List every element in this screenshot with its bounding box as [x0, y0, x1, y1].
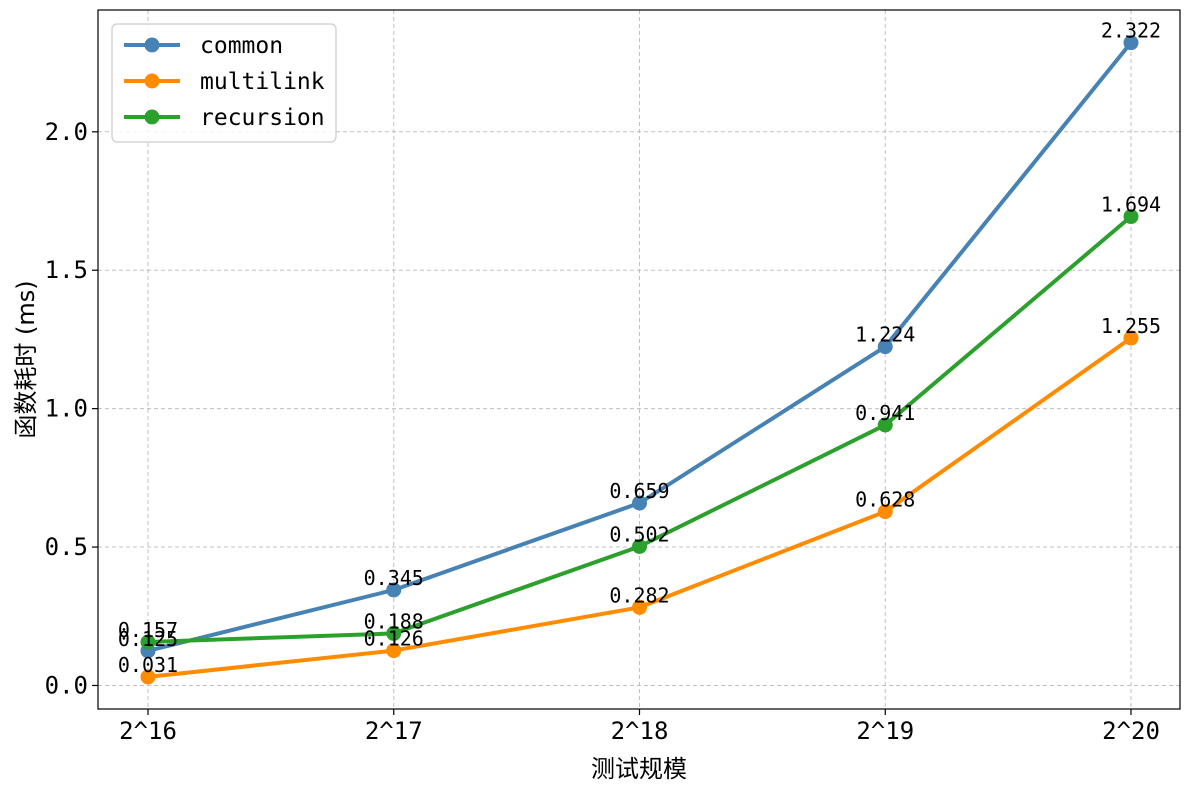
- data-point-multilink: [1123, 330, 1139, 346]
- data-label-recursion: 0.188: [364, 609, 424, 633]
- legend-label-recursion: recursion: [200, 105, 325, 131]
- y-tick-label: 1.5: [45, 256, 88, 284]
- y-tick-label: 0.0: [45, 671, 88, 699]
- data-point-multilink: [632, 599, 647, 615]
- data-label-common: 0.345: [364, 566, 424, 590]
- legend-marker-multilink: [144, 73, 160, 89]
- data-label-common: 1.224: [855, 323, 915, 347]
- data-label-recursion: 1.694: [1101, 193, 1161, 217]
- data-point-multilink: [140, 669, 156, 685]
- data-label-recursion: 0.157: [118, 618, 178, 642]
- data-point-recursion: [1123, 209, 1139, 225]
- data-label-common: 0.125: [118, 627, 178, 651]
- x-tick-label: 2^19: [856, 717, 914, 745]
- data-point-recursion: [386, 625, 402, 641]
- data-labels: 0.125 0.345 0.659 1.224 2.322 0.031 0.126 0.282…: [118, 19, 1161, 677]
- data-point-common: [877, 339, 893, 355]
- data-point-multilink: [386, 643, 402, 659]
- data-point-common: [1123, 35, 1139, 51]
- y-tick-label: 0.5: [45, 533, 88, 561]
- data-label-multilink: 0.031: [118, 653, 178, 677]
- data-point-recursion: [877, 417, 893, 433]
- data-point-common: [386, 582, 402, 598]
- series-layer: [140, 35, 1139, 685]
- x-tick-label: 2^20: [1102, 717, 1160, 745]
- data-label-common: 0.659: [609, 479, 669, 503]
- x-tick-label: 2^18: [611, 717, 669, 745]
- legend-marker-common: [144, 37, 160, 53]
- data-point-recursion: [140, 634, 156, 650]
- data-label-multilink: 0.628: [855, 488, 915, 512]
- axis-ticks: 2^16 2^17 2^18 2^19 2^20 0.0 0.5 1.0 1.5 2.0: [45, 118, 1160, 745]
- x-axis-title: 测试规模: [591, 755, 687, 783]
- x-tick-label: 2^17: [365, 717, 423, 745]
- y-tick-label: 1.0: [45, 395, 88, 423]
- legend-marker-recursion: [144, 109, 160, 125]
- data-label-common: 2.322: [1101, 19, 1161, 43]
- legend: common multilink recursion: [111, 23, 337, 143]
- data-point-recursion: [632, 538, 647, 554]
- y-axis-title: 函数耗时 (ms): [12, 280, 40, 438]
- data-point-common: [632, 495, 647, 511]
- data-label-recursion: 0.941: [855, 401, 915, 425]
- legend-box: [111, 23, 337, 143]
- data-label-multilink: 0.282: [609, 583, 669, 607]
- data-label-recursion: 0.502: [609, 522, 669, 546]
- data-label-multilink: 0.126: [364, 627, 424, 651]
- y-tick-label: 2.0: [45, 118, 88, 146]
- data-point-multilink: [877, 504, 893, 520]
- legend-label-multilink: multilink: [200, 69, 325, 95]
- data-label-multilink: 1.255: [1101, 314, 1161, 338]
- x-tick-label: 2^16: [119, 717, 177, 745]
- legend-label-common: common: [200, 33, 283, 59]
